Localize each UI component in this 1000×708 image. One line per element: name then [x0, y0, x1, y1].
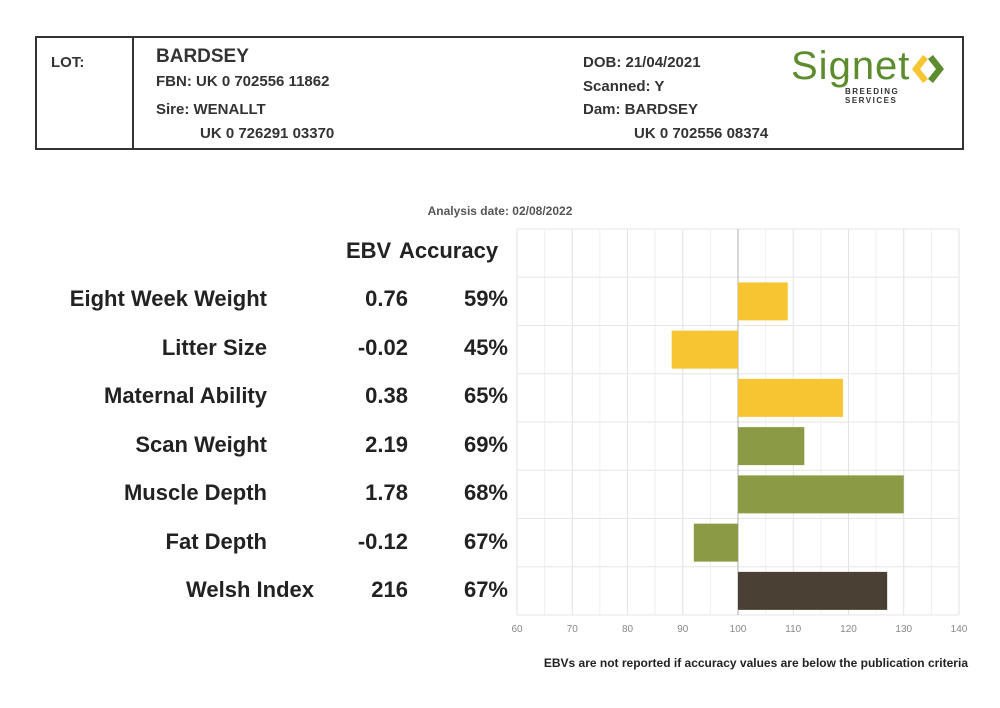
logo-wordmark: Signet: [791, 44, 911, 88]
x-tick-label: 80: [622, 624, 634, 635]
signet-logo: Signet BREEDING SERVICES: [791, 44, 951, 105]
x-tick-label: 130: [895, 624, 912, 635]
bar-eight-week-weight: [738, 282, 788, 321]
bar-welsh-index: [738, 571, 888, 610]
header-divider: [132, 38, 134, 148]
accuracy-column-header: Accuracy: [399, 238, 499, 263]
analysis-date: Analysis date: 02/08/2022: [427, 204, 573, 218]
accuracy-value: 67%: [463, 577, 508, 602]
x-tick-label: 70: [567, 624, 579, 635]
x-tick-label: 110: [785, 624, 801, 635]
lot-label: LOT:: [51, 54, 85, 71]
x-tick-label: 100: [730, 624, 747, 635]
trait-label: Welsh Index: [186, 577, 314, 602]
logo-subtitle: BREEDING SERVICES: [845, 87, 900, 105]
sire-name: Sire: WENALLT: [156, 101, 266, 118]
dam-name: Dam: BARDSEY: [583, 101, 699, 118]
ebv-value: -0.02: [357, 334, 408, 360]
bar-fat-depth: [693, 523, 738, 562]
x-tick-label: 120: [840, 624, 857, 635]
dam-id: UK 0 702556 08374: [634, 125, 769, 142]
trait-label: Litter Size: [161, 334, 267, 360]
x-tick-label: 90: [677, 624, 689, 635]
x-tick-label: 140: [951, 624, 968, 635]
accuracy-value: 67%: [463, 528, 508, 554]
bar-muscle-depth: [738, 475, 904, 514]
ebv-value: 0.38: [365, 383, 408, 408]
trait-label: Eight Week Weight: [69, 286, 267, 311]
accuracy-value: 45%: [463, 334, 508, 360]
accuracy-value: 68%: [463, 480, 508, 505]
ebv-column-header: EBV: [346, 238, 392, 263]
ebv-value: 2.19: [365, 431, 408, 457]
date-of-birth: DOB: 21/04/2021: [583, 54, 701, 71]
signet-chevrons-icon: [912, 55, 944, 83]
animal-name: BARDSEY: [156, 46, 249, 67]
footnote: EBVs are not reported if accuracy values…: [543, 656, 968, 670]
animal-header: LOT: BARDSEY FBN: UK 0 702556 11862 Sire…: [35, 36, 964, 150]
trait-label: Fat Depth: [165, 528, 267, 554]
trait-label: Scan Weight: [135, 431, 267, 457]
bar-scan-weight: [738, 427, 805, 466]
accuracy-value: 59%: [463, 286, 508, 311]
ebv-value: 1.78: [365, 480, 408, 505]
bar-maternal-ability: [738, 378, 843, 417]
bar-litter-size: [671, 330, 738, 369]
trait-label: Maternal Ability: [104, 383, 267, 408]
accuracy-value: 69%: [463, 431, 508, 457]
trait-label: Muscle Depth: [123, 480, 267, 505]
accuracy-value: 65%: [463, 383, 508, 408]
ebv-value: 216: [371, 577, 408, 602]
scanned-status: Scanned: Y: [583, 78, 665, 95]
ebv-value: -0.12: [357, 528, 408, 554]
ebv-value: 0.76: [365, 286, 408, 311]
x-tick-label: 60: [511, 624, 523, 635]
sire-id: UK 0 726291 03370: [200, 125, 335, 142]
flock-book-number: FBN: UK 0 702556 11862: [156, 73, 330, 90]
